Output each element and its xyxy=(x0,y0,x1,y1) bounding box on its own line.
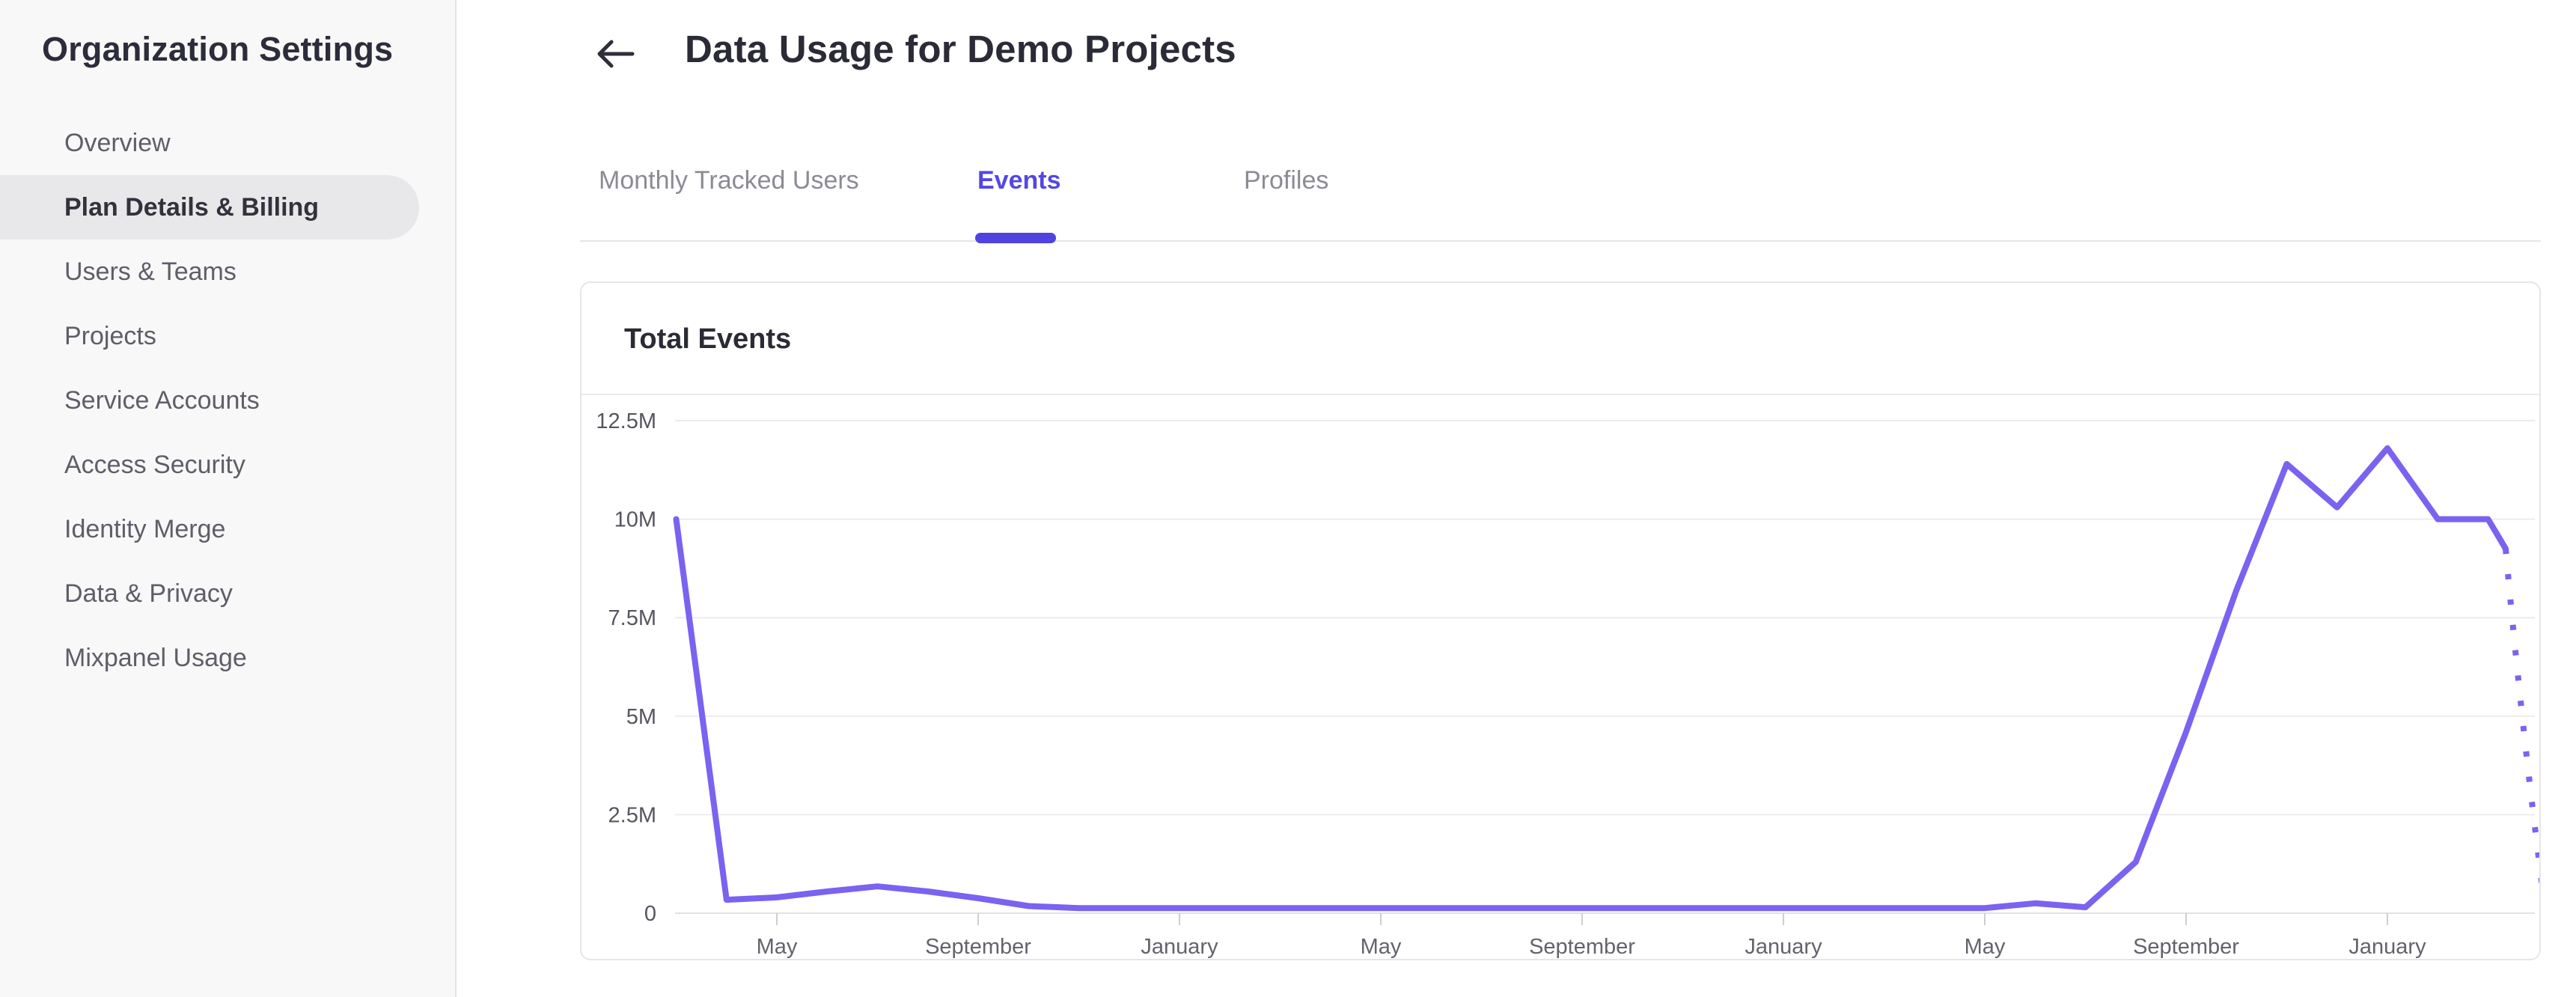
x-axis-label: September xyxy=(1529,935,1635,958)
y-axis-label: 5M xyxy=(626,705,656,729)
tabs-divider xyxy=(580,240,2541,242)
projection-line xyxy=(2503,548,2539,887)
series-line xyxy=(673,445,2509,912)
page-title: Data Usage for Demo Projects xyxy=(685,28,1236,70)
card-title: Total Events xyxy=(624,323,792,355)
sidebar-item-users-teams[interactable]: Users & Teams xyxy=(64,257,236,286)
sidebar-item-projects[interactable]: Projects xyxy=(64,322,156,350)
y-axis-label: 12.5M xyxy=(596,409,656,433)
y-axis-label: 2.5M xyxy=(608,803,656,827)
card-header: Total Events xyxy=(582,283,2539,395)
y-axis-label: 10M xyxy=(614,508,656,532)
sidebar-title: Organization Settings xyxy=(42,30,394,68)
x-axis-label: May xyxy=(1361,935,1402,958)
tab-events[interactable]: Events xyxy=(977,166,1061,195)
sidebar-nav: Overview Plan Details & Billing Users & … xyxy=(0,111,457,690)
sidebar-item-data-privacy[interactable]: Data & Privacy xyxy=(64,579,233,608)
x-axis-label: January xyxy=(2348,935,2426,958)
active-tab-underline xyxy=(975,233,1056,243)
x-axis-label: May xyxy=(1965,935,2006,958)
sidebar-item-mixpanel-usage[interactable]: Mixpanel Usage xyxy=(64,644,247,672)
sidebar-item-overview[interactable]: Overview xyxy=(64,129,171,157)
sidebar-item-plan-details-billing[interactable]: Plan Details & Billing xyxy=(0,175,419,240)
total-events-card: Total Events 0 2.5M 5M 7.5M 10M 12.5M May Septe… xyxy=(580,281,2541,960)
y-axis-label: 0 xyxy=(644,902,656,926)
y-axis-label: 7.5M xyxy=(608,606,656,630)
back-button[interactable] xyxy=(595,36,637,72)
total-events-line-chart: 0 2.5M 5M 7.5M 10M 12.5M May September January Ma… xyxy=(596,409,2539,958)
x-axis-label: January xyxy=(1745,935,1822,958)
arrow-left-icon xyxy=(597,40,635,68)
tab-monthly-tracked-users[interactable]: Monthly Tracked Users xyxy=(599,166,859,195)
x-axis-label: January xyxy=(1141,935,1218,958)
x-axis-label: May xyxy=(757,935,798,958)
sidebar-item-identity-merge[interactable]: Identity Merge xyxy=(64,515,226,543)
sidebar: Organization Settings Overview Plan Deta… xyxy=(0,0,457,997)
x-axis-label: September xyxy=(2133,935,2239,958)
sidebar-item-access-security[interactable]: Access Security xyxy=(64,451,245,479)
x-axis-label: September xyxy=(925,935,1031,958)
tab-profiles[interactable]: Profiles xyxy=(1244,166,1329,195)
sidebar-item-service-accounts[interactable]: Service Accounts xyxy=(64,386,260,415)
